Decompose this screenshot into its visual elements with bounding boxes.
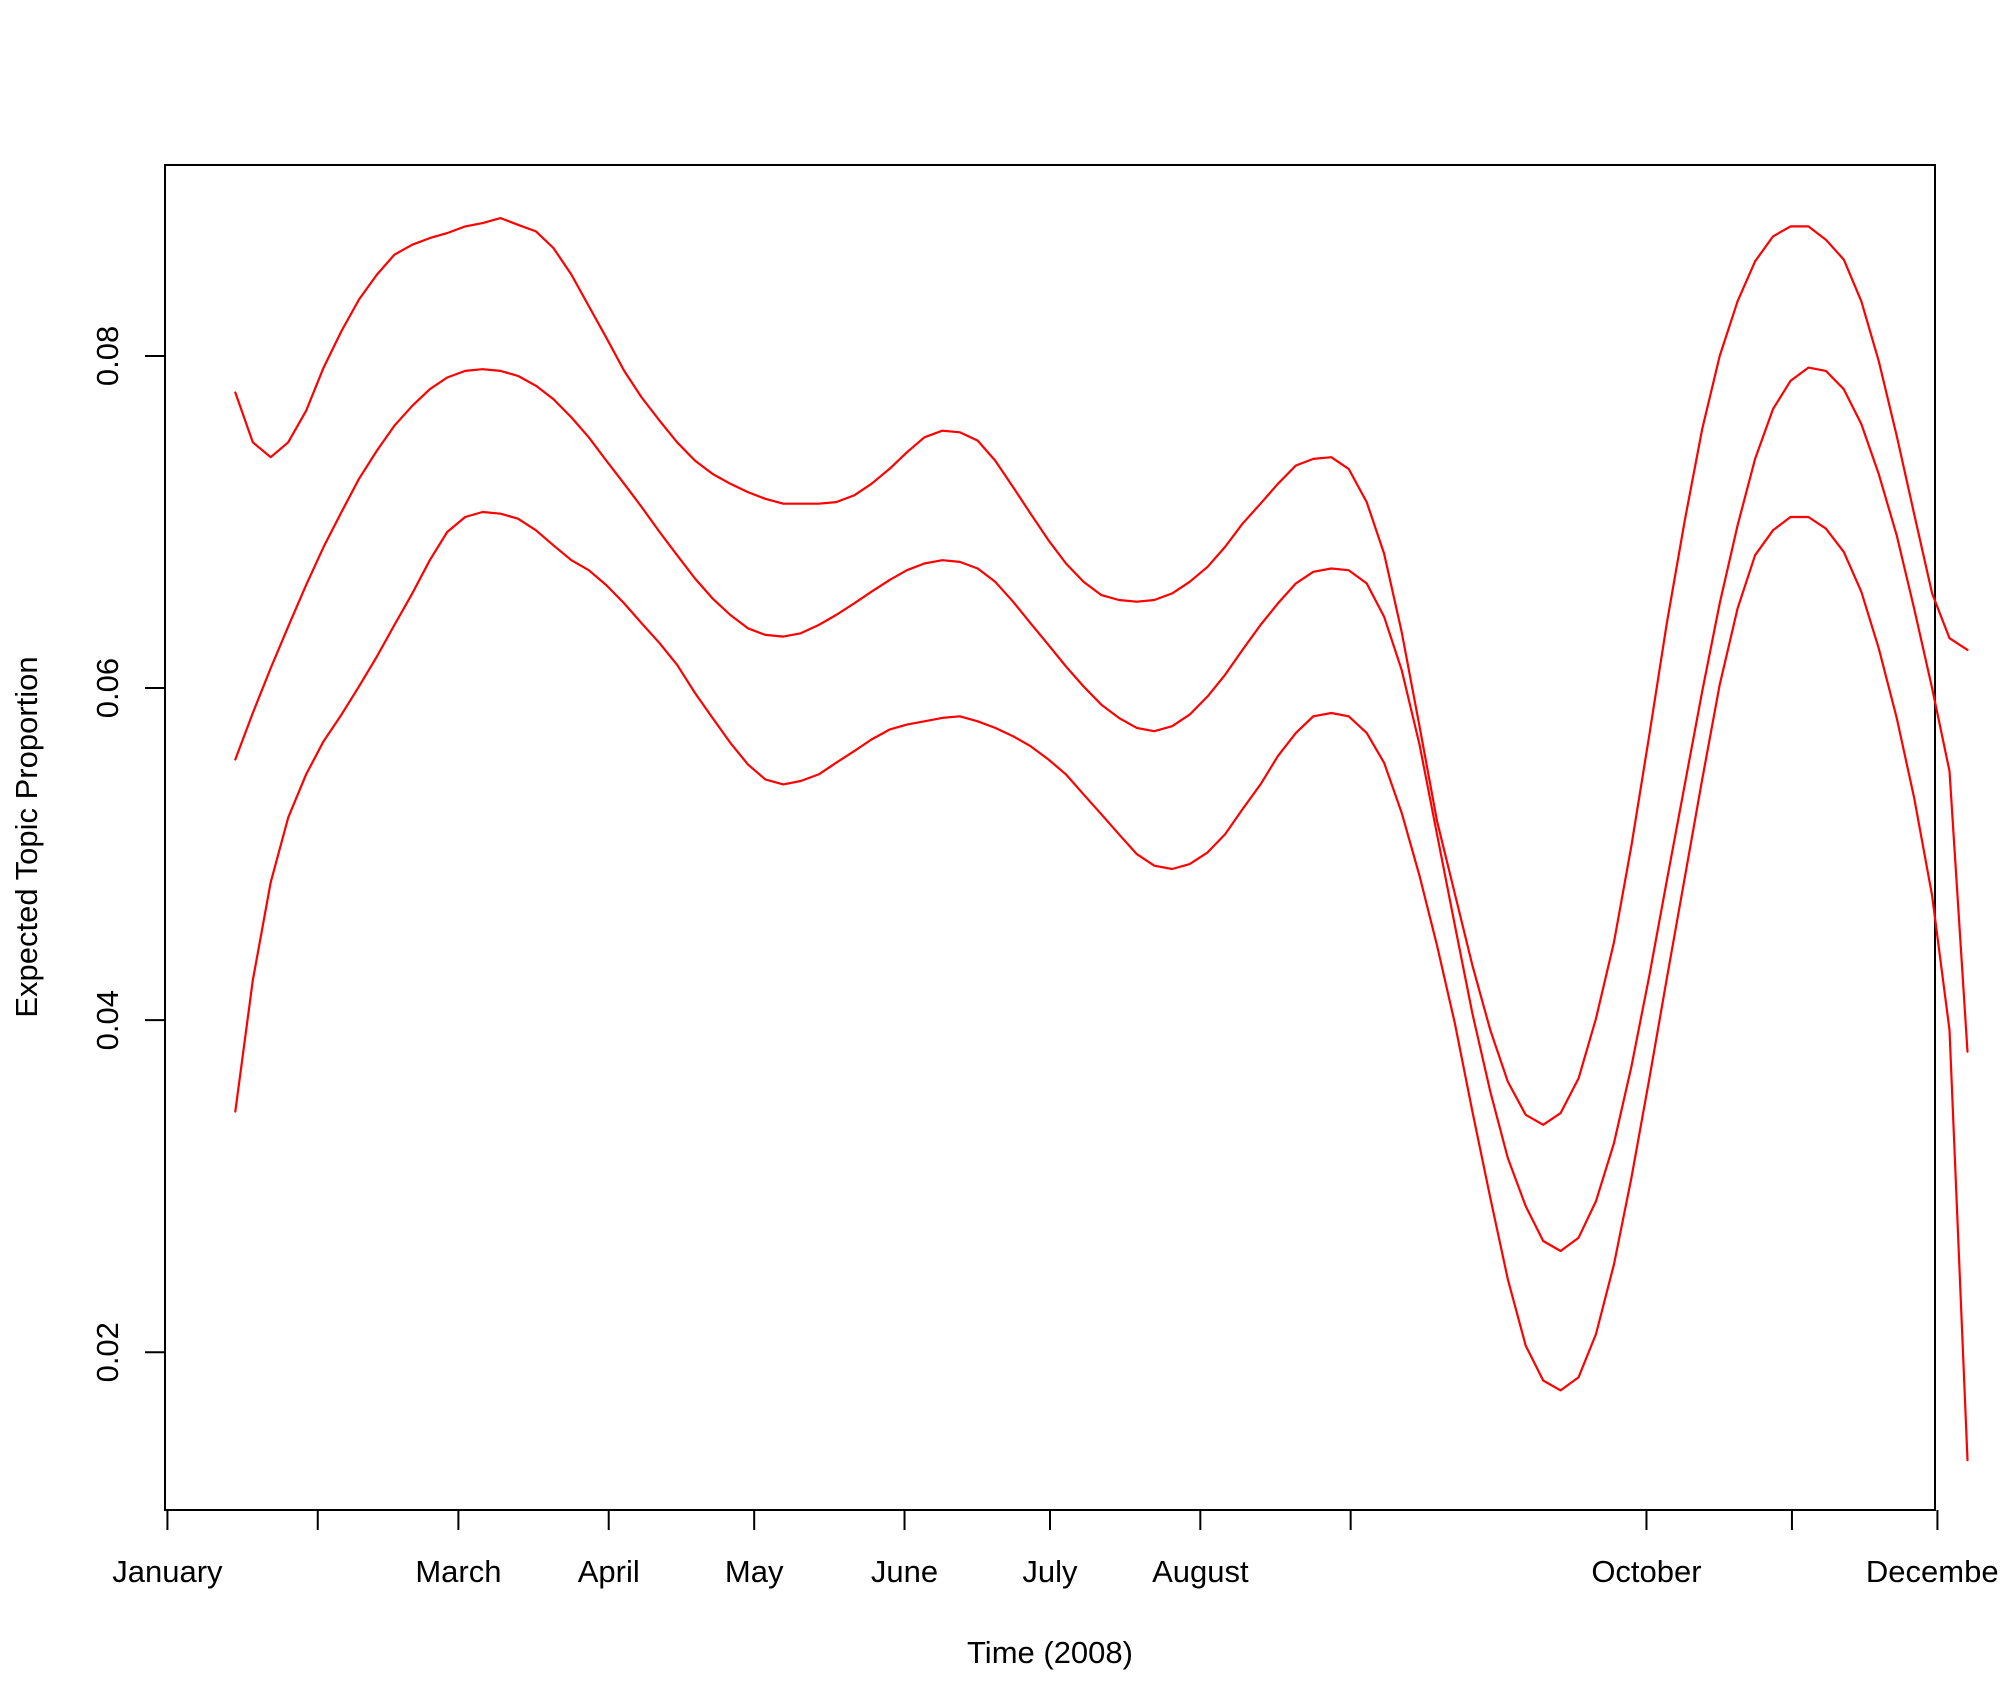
y-tick-label-3: 0.08 bbox=[90, 326, 125, 386]
series-line-mean bbox=[234, 366, 1969, 1253]
x-tick-label-2: March bbox=[415, 1554, 501, 1589]
x-axis: January March April May June July August Octobe… bbox=[112, 1510, 2000, 1589]
plot-frame bbox=[164, 164, 1936, 1511]
x-axis-title: Time (2008) bbox=[967, 1635, 1133, 1670]
y-tick-label-1: 0.04 bbox=[90, 990, 125, 1050]
x-tick-label-0: January bbox=[112, 1554, 223, 1589]
series-layer bbox=[234, 217, 1969, 1462]
y-tick-label-2: 0.06 bbox=[90, 658, 125, 718]
x-tick-label-11: December bbox=[1866, 1554, 2000, 1589]
x-tick-label-6: July bbox=[1022, 1554, 1078, 1589]
series-line-upper bbox=[234, 217, 1969, 1126]
x-tick-label-9: October bbox=[1591, 1554, 1701, 1589]
x-tick-label-5: June bbox=[871, 1554, 938, 1589]
x-tick-label-7: August bbox=[1152, 1554, 1249, 1589]
x-tick-label-3: April bbox=[578, 1554, 640, 1589]
y-axis: 0.02 0.04 0.06 0.08 bbox=[90, 326, 165, 1382]
series-line-lower bbox=[234, 510, 1969, 1462]
x-tick-label-4: May bbox=[725, 1554, 784, 1589]
y-tick-label-0: 0.02 bbox=[90, 1322, 125, 1382]
y-axis-title: Expected Topic Proportion bbox=[9, 656, 44, 1017]
